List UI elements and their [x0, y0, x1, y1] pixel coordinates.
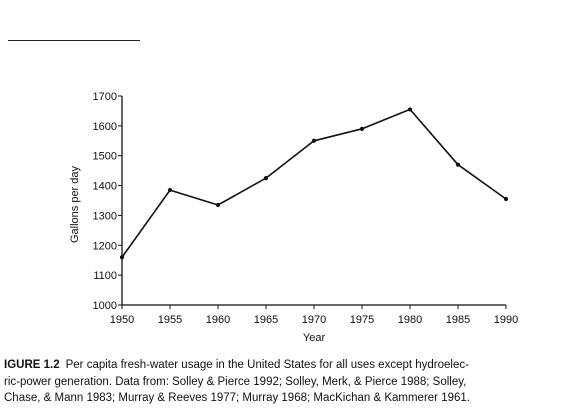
data-point [503, 196, 509, 202]
data-point [119, 255, 125, 260]
x-tick-label: 1970 [302, 314, 326, 326]
data-point [407, 107, 413, 112]
y-tick-label: 1300 [93, 210, 117, 222]
y-tick-label: 1400 [93, 181, 117, 193]
x-tick-label: 1955 [158, 314, 182, 326]
series-line [121, 108, 507, 258]
data-point [311, 138, 317, 143]
y-tick-label: 1000 [93, 300, 117, 312]
x-tick-labels: 1950 1955 1960 1965 1970 1975 1980 1985 1990 [110, 314, 518, 326]
x-tick-label: 1965 [254, 314, 278, 326]
y-tick-label: 1200 [93, 240, 117, 252]
caption-line-2: ric-power generation. Data from: Solley … [4, 375, 467, 388]
y-tick-label: 1100 [93, 270, 117, 282]
y-tick-labels: 1000 1100 1200 1300 1400 1500 1600 1700 [93, 91, 117, 312]
chart-axes [118, 95, 507, 309]
figure-caption: IGURE 1.2 Per capita fresh-water usage in… [4, 357, 586, 407]
caption-line-3: Chase, & Mann 1983; Murray & Reeves 1977… [4, 392, 470, 404]
series-group [119, 107, 509, 260]
data-point [455, 162, 461, 167]
data-point [167, 187, 173, 193]
header-rule [8, 40, 140, 41]
x-tick-label: 1975 [350, 314, 374, 326]
x-tick-label: 1950 [110, 314, 134, 326]
data-point [359, 126, 365, 131]
x-tick-label: 1985 [446, 314, 470, 326]
y-tick-label: 1500 [93, 151, 117, 163]
y-axis-title: Gallons per day [69, 165, 81, 243]
x-tick-label: 1990 [494, 314, 518, 326]
y-tick-label: 1600 [93, 121, 117, 133]
data-point [215, 202, 221, 208]
data-point [263, 176, 269, 181]
caption-line-1: IGURE 1.2 Per capita fresh-water usage in… [4, 357, 586, 374]
caption-text-1: Per capita fresh-water usage in the Unit… [65, 359, 469, 371]
y-tick-label: 1700 [93, 91, 117, 103]
figure-label: IGURE 1.2 [4, 359, 60, 371]
x-tick-label: 1980 [398, 314, 422, 326]
x-axis-title: Year [303, 332, 326, 344]
x-tick-label: 1960 [206, 314, 230, 326]
